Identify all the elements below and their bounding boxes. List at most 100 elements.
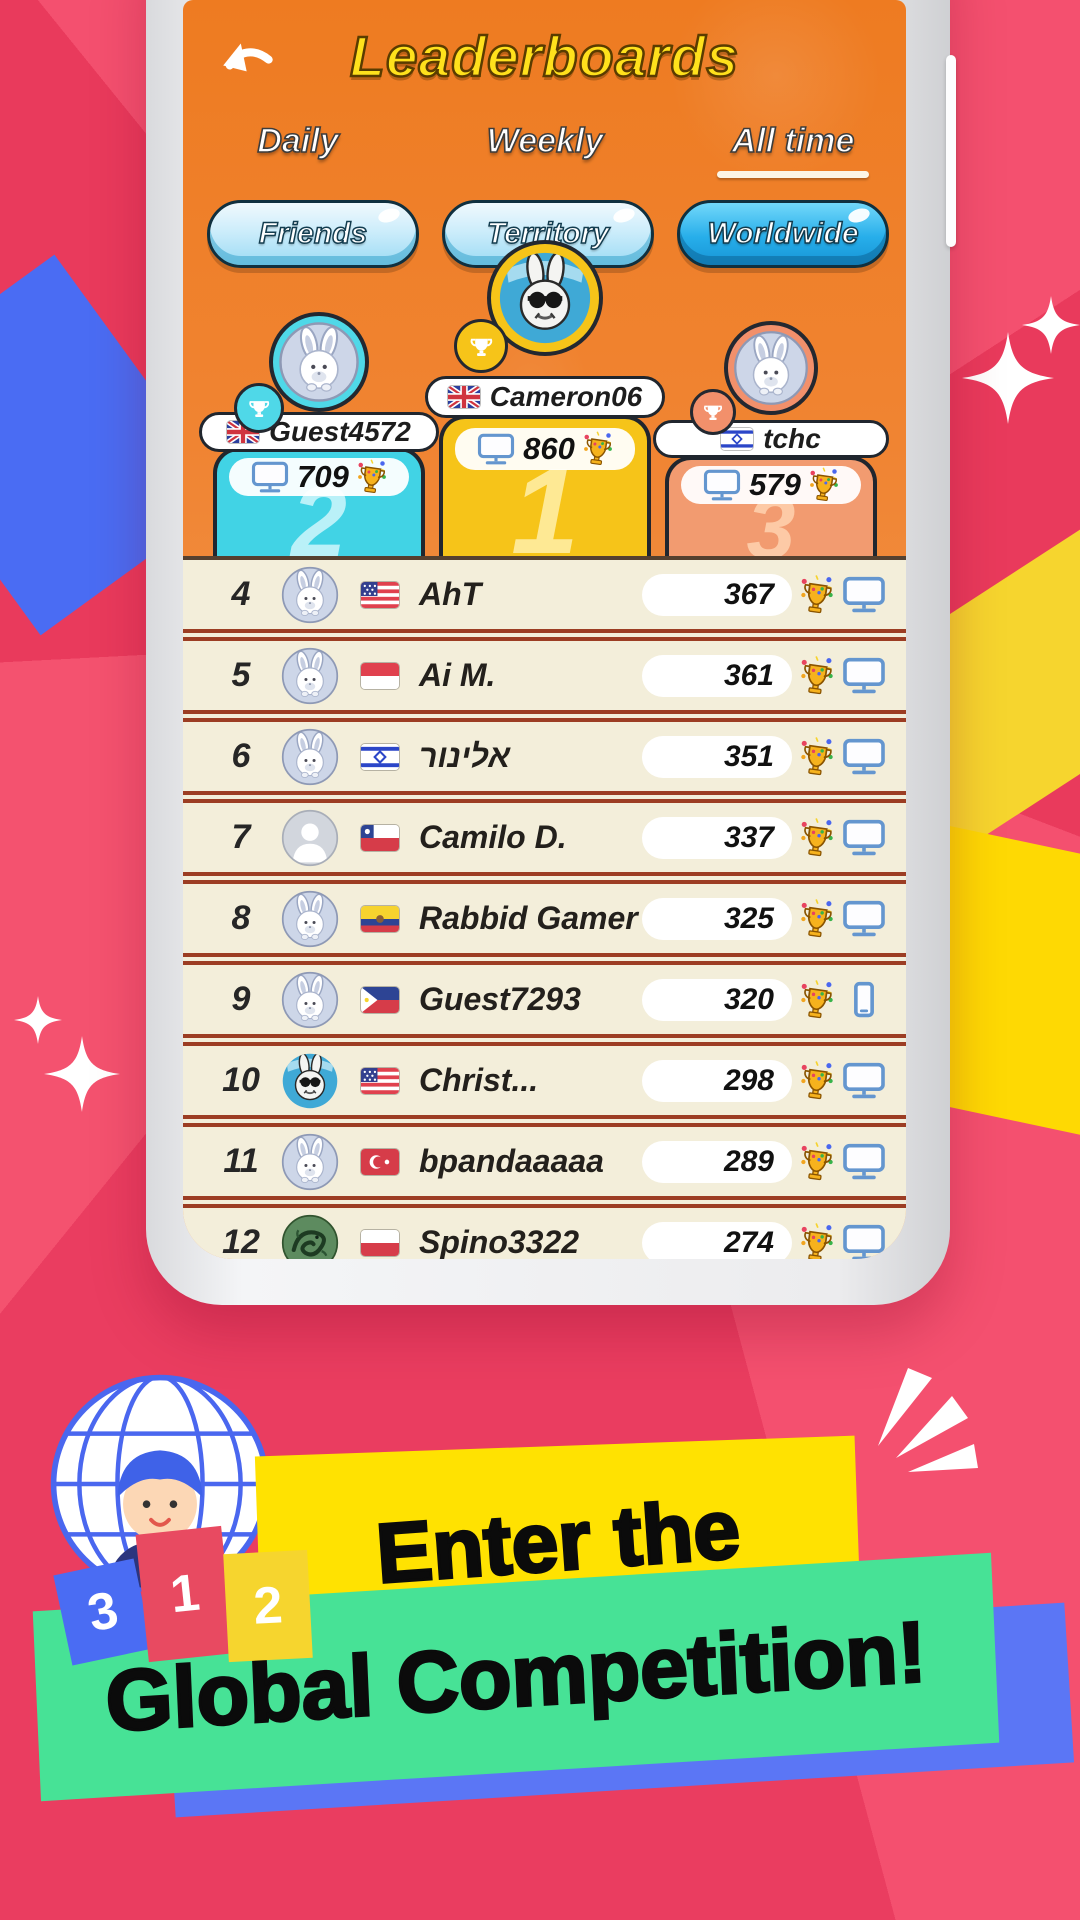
row-name: Rabbid Gamer (419, 900, 638, 936)
monitor-icon (842, 1143, 886, 1181)
row-separator (183, 872, 906, 884)
podium-player-name: Cameron06 (425, 376, 665, 418)
row-avatar (281, 971, 339, 1029)
monitor-icon (842, 1062, 886, 1100)
row-flag (361, 986, 399, 1013)
row-separator (183, 629, 906, 641)
row-flag (361, 1148, 399, 1175)
sparkle-icon (14, 996, 62, 1044)
row-flag (361, 905, 399, 932)
row-separator (183, 791, 906, 803)
avatar (487, 240, 603, 356)
row-rank: 8 (231, 899, 251, 937)
trophy-badge-icon (234, 383, 284, 433)
row-flag (361, 662, 399, 689)
leaderboard-row[interactable]: 12 Spino3322 274 (183, 1208, 906, 1259)
confetti-trophy-icon (800, 1140, 834, 1184)
row-score-pill: 320 (642, 978, 792, 1021)
active-tab-underline (717, 171, 869, 178)
back-arrow-icon (223, 43, 273, 72)
row-avatar (281, 809, 339, 867)
leaderboard-row[interactable]: 11 bpandaaaaa 289 (183, 1127, 906, 1196)
filter-territory-button[interactable]: Territory (442, 200, 654, 268)
confetti-trophy-icon (357, 458, 387, 496)
filter-worldwide-button[interactable]: Worldwide (677, 200, 889, 268)
filter-bar: Friends Territory Worldwide (183, 200, 906, 270)
podium-player-name: tchc (653, 420, 889, 458)
leaderboard-row[interactable]: 10 Christ... 298 (183, 1046, 906, 1115)
trophy-badge-icon (454, 319, 508, 373)
row-score-pill: 361 (642, 654, 792, 697)
monitor-icon (251, 461, 289, 494)
leaderboard-row[interactable]: 7 Camilo D. 337 (183, 803, 906, 872)
row-separator (183, 1034, 906, 1046)
row-score-pill: 337 (642, 816, 792, 859)
monitor-icon (842, 657, 886, 695)
confetti-trophy-icon (800, 654, 834, 698)
row-avatar (281, 890, 339, 948)
avatar (724, 321, 818, 415)
podium-player-name: Guest4572 (199, 412, 439, 452)
monitor-icon (842, 738, 886, 776)
monitor-icon (842, 819, 886, 857)
monitor-icon (842, 900, 886, 938)
tab-weekly[interactable]: Weekly (486, 121, 604, 161)
row-avatar (281, 647, 339, 705)
tab-daily[interactable]: Daily (257, 121, 340, 161)
row-score-pill: 274 (642, 1221, 792, 1259)
row-score-pill: 298 (642, 1059, 792, 1102)
tab-bar: Daily Weekly All time (183, 121, 906, 197)
row-avatar (281, 1133, 339, 1191)
row-score: 274 (723, 1225, 774, 1259)
starburst-icon (848, 1366, 988, 1478)
row-score: 325 (723, 901, 774, 935)
page-title: Leaderboards (349, 24, 739, 91)
podium-block-1: 1 (135, 1525, 235, 1663)
podium-block-2: 2 (223, 1549, 313, 1663)
confetti-trophy-icon (800, 978, 834, 1022)
phone-mockup: Leaderboards Daily Weekly All time Frien… (146, 0, 956, 1305)
row-rank: 6 (231, 737, 251, 775)
row-name: AhT (419, 576, 482, 612)
podium-score: 709 (229, 458, 409, 496)
row-separator (183, 710, 906, 722)
row-separator (183, 953, 906, 965)
trophy-badge-icon (690, 389, 736, 435)
confetti-trophy-icon (800, 573, 834, 617)
tab-all-time[interactable]: All time (683, 121, 903, 178)
row-rank: 9 (231, 980, 251, 1018)
filter-friends-button[interactable]: Friends (207, 200, 419, 268)
row-score-pill: 289 (642, 1140, 792, 1183)
row-name: אלינור (419, 738, 511, 774)
row-rank: 4 (231, 575, 251, 613)
leaderboard-row[interactable]: 6 אלינור 351 (183, 722, 906, 791)
row-score: 298 (723, 1063, 774, 1097)
row-score: 361 (723, 658, 774, 692)
mobile-phone-icon (842, 981, 886, 1019)
back-button[interactable] (210, 33, 276, 95)
row-score: 337 (723, 820, 774, 854)
confetti-trophy-icon (800, 735, 834, 779)
country-flag (721, 428, 754, 450)
row-score: 320 (723, 982, 774, 1016)
row-rank: 10 (222, 1061, 260, 1099)
row-separator (183, 1115, 906, 1127)
podium-score: 860 (455, 428, 635, 470)
row-avatar (281, 1052, 339, 1110)
row-name: Ai M. (419, 657, 496, 693)
leaderboard-row[interactable]: 8 Rabbid Gamer 325 (183, 884, 906, 953)
row-score-pill: 325 (642, 897, 792, 940)
confetti-trophy-icon (800, 897, 834, 941)
leaderboard-row[interactable]: 4 AhT 367 (183, 560, 906, 629)
monitor-icon (703, 469, 741, 502)
confetti-trophy-icon (800, 816, 834, 860)
row-flag (361, 743, 399, 770)
row-avatar (281, 1214, 339, 1259)
row-rank: 5 (231, 656, 251, 694)
sparkle-icon (44, 1036, 120, 1112)
leaderboard-row[interactable]: 9 Guest7293 320 (183, 965, 906, 1034)
row-name: Guest7293 (419, 981, 581, 1017)
country-flag (447, 386, 480, 408)
leaderboard-list: 4 AhT 367 5 Ai M. 361 6 אלינור 351 7 Cam… (183, 556, 906, 1259)
leaderboard-row[interactable]: 5 Ai M. 361 (183, 641, 906, 710)
